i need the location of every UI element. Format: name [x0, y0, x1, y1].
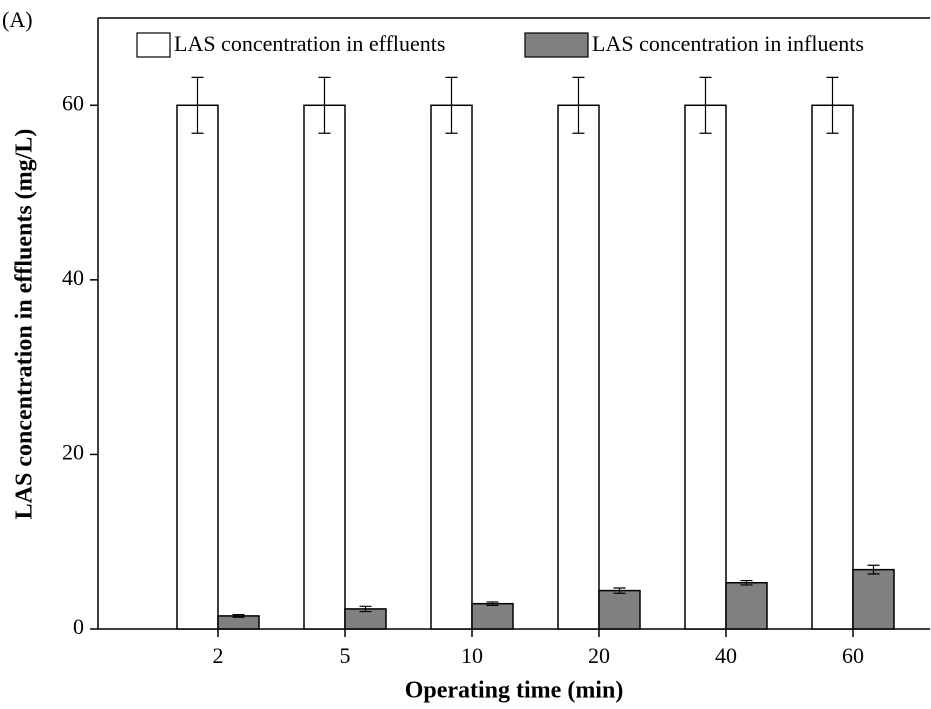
error-bar: [867, 564, 880, 575]
x-tick-label: 60: [842, 643, 864, 668]
y-tick-label: 60: [62, 90, 84, 115]
x-tick-label: 2: [213, 643, 224, 668]
legend-swatch: [136, 32, 171, 58]
error-bar: [740, 579, 753, 586]
error-bar: [232, 613, 245, 618]
x-tick-label: 20: [588, 643, 610, 668]
bar: [471, 602, 514, 630]
x-axis-title: Operating time (min): [405, 678, 624, 704]
y-tick-label: 0: [73, 614, 84, 639]
error-bar: [359, 605, 372, 613]
legend-label: LAS concentration in influents: [592, 31, 864, 56]
y-axis-title: LAS concentration in effluents (mg/L): [12, 129, 38, 520]
error-bar: [445, 76, 458, 134]
error-bar: [699, 76, 712, 134]
bar: [303, 104, 346, 630]
bar: [684, 104, 727, 630]
x-tick-label: 5: [340, 643, 351, 668]
y-tick-label: 20: [62, 439, 84, 464]
bar: [598, 589, 641, 630]
error-bar: [826, 76, 839, 134]
x-tick-label: 10: [461, 643, 483, 668]
bar: [852, 568, 895, 630]
bar: [217, 615, 260, 630]
error-bar: [486, 601, 499, 607]
error-bar: [318, 76, 331, 134]
bar: [176, 104, 219, 630]
bar: [811, 104, 854, 630]
y-tick-label: 40: [62, 265, 84, 290]
bar: [430, 104, 473, 630]
error-bar: [613, 587, 626, 594]
bar: [557, 104, 600, 630]
error-bar: [191, 76, 204, 134]
x-tick-label: 40: [715, 643, 737, 668]
legend-label: LAS concentration in effluents: [174, 31, 445, 56]
panel-label: (A): [2, 7, 33, 32]
legend-swatch: [524, 32, 589, 58]
error-bar: [572, 76, 585, 134]
bar: [725, 581, 768, 630]
